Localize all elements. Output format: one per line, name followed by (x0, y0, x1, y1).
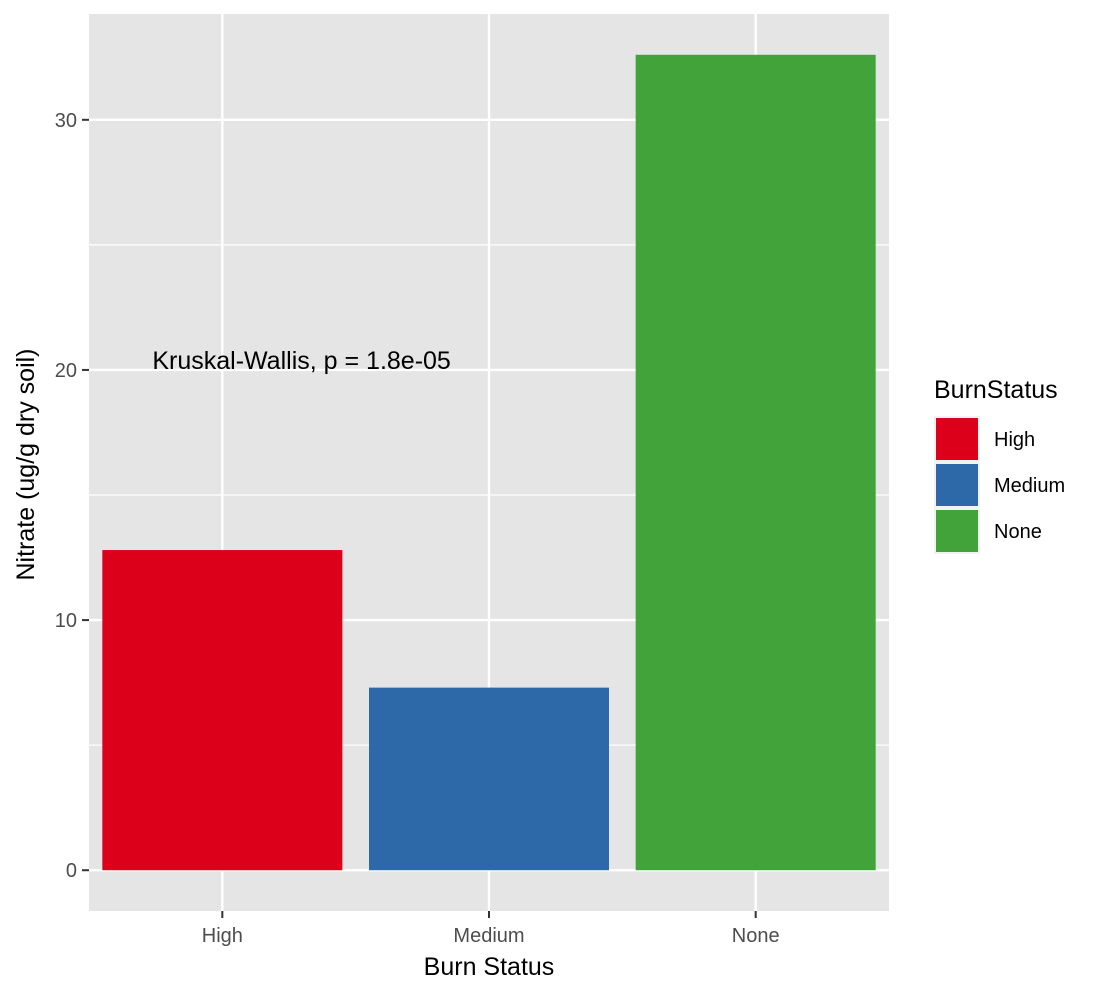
bars (102, 54, 876, 871)
y-axis-title: Nitrate (ug/g dry soil) (12, 348, 40, 580)
x-axis-ticks: High Medium None (202, 911, 780, 947)
legend: BurnStatus High Medium None (934, 376, 1065, 554)
legend-title: BurnStatus (934, 376, 1058, 404)
legend-label-medium: Medium (994, 475, 1065, 497)
bar-medium (369, 687, 609, 871)
y-tick-label: 10 (55, 610, 77, 632)
x-tick-label: High (202, 925, 243, 947)
legend-label-high: High (994, 429, 1035, 451)
legend-swatch-medium (936, 464, 978, 506)
legend-swatch-high (936, 418, 978, 460)
kruskal-wallis-annotation: Kruskal-Wallis, p = 1.8e-05 (152, 347, 451, 375)
y-axis-ticks: 0 10 20 30 (55, 110, 89, 882)
legend-swatch-none (936, 510, 978, 552)
x-axis-title: Burn Status (424, 953, 555, 981)
bar-none (635, 54, 876, 871)
x-tick-label: None (732, 925, 780, 947)
y-tick-label: 0 (66, 860, 77, 882)
y-tick-label: 20 (55, 360, 77, 382)
bar-high (102, 550, 343, 871)
legend-label-none: None (994, 521, 1042, 543)
x-tick-label: Medium (453, 925, 524, 947)
legend-items: High Medium None (934, 416, 1065, 554)
y-tick-label: 30 (55, 110, 77, 132)
